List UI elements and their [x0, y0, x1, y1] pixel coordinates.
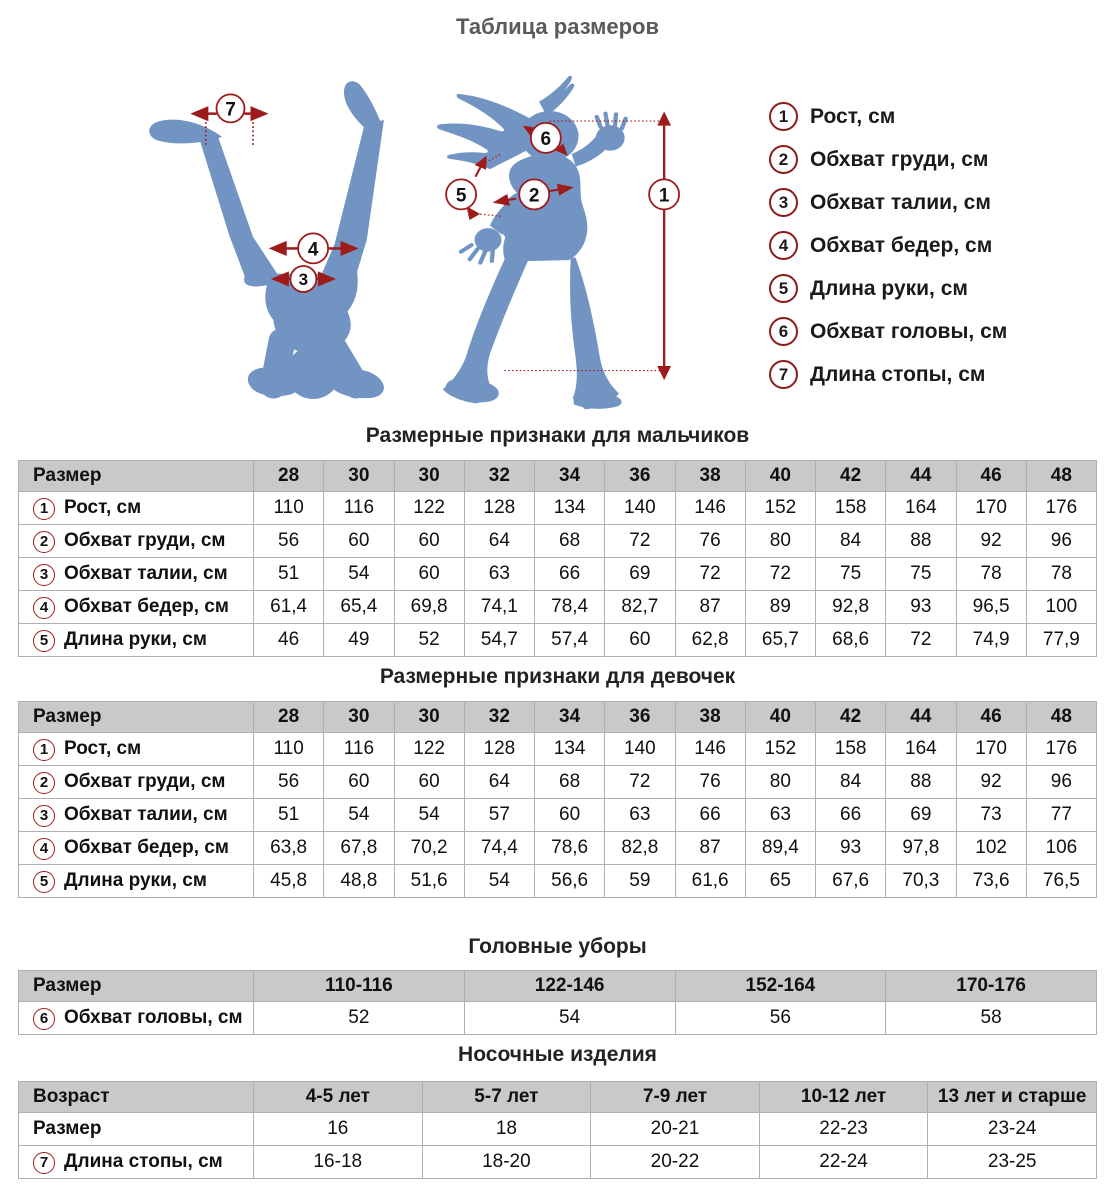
svg-text:2: 2: [529, 185, 540, 206]
svg-text:3: 3: [299, 270, 308, 289]
svg-text:7: 7: [225, 99, 236, 120]
svg-text:6: 6: [541, 129, 552, 150]
svg-text:1: 1: [659, 185, 670, 206]
svg-text:5: 5: [456, 185, 467, 206]
svg-text:4: 4: [308, 239, 319, 260]
